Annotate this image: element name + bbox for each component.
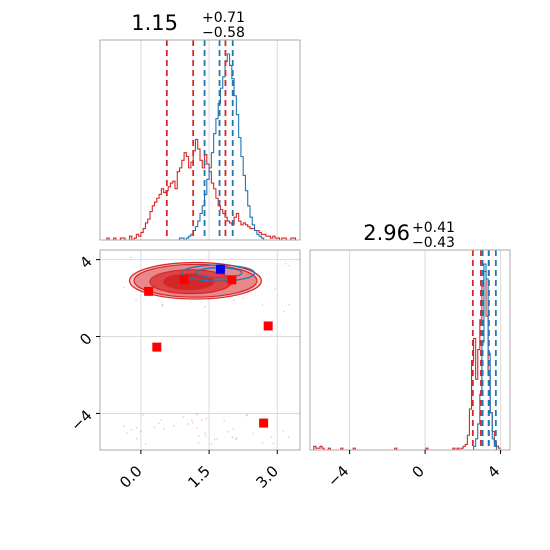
sample-dot	[160, 419, 163, 421]
x-tick-label: −4	[324, 462, 352, 490]
sample-dot	[242, 297, 245, 299]
marker-point	[144, 286, 154, 296]
marginal-1-series	[100, 53, 300, 241]
sample-dot	[162, 427, 165, 430]
sample-dot	[251, 432, 254, 435]
sample-dot	[232, 299, 235, 302]
marginal-histogram-1: 1.15 +0.71 −0.58	[99, 10, 301, 241]
x-tick-label: 3.0	[253, 462, 283, 492]
marginal-2-frame	[309, 249, 511, 451]
joint-scatter-panel: 0.0 1.5 3.0 −4 0 4	[67, 249, 301, 492]
sample-dot	[187, 423, 189, 425]
sample-dot	[210, 442, 213, 445]
sample-dot	[130, 429, 133, 431]
sample-dot	[135, 426, 138, 429]
sample-dot	[130, 256, 132, 259]
sample-dot	[223, 420, 225, 422]
sample-dot	[144, 443, 147, 446]
marker-point	[263, 321, 273, 331]
joint-x-tick-labels: 0.0 1.5 3.0	[116, 450, 282, 492]
sample-dot	[282, 429, 285, 432]
y-tick-label: −4	[67, 406, 95, 434]
marginal-2-x-tick-labels: −4 0 4	[324, 450, 503, 490]
sample-dot	[191, 421, 194, 424]
sample-dot	[284, 263, 287, 265]
sample-dot	[161, 303, 164, 306]
marginal-1-title-upper: +0.71	[202, 10, 245, 26]
sample-dot	[232, 428, 235, 430]
sample-dot	[288, 264, 291, 267]
sample-dot	[182, 416, 184, 418]
marginal-2-grid	[349, 250, 502, 450]
marker-point	[259, 418, 269, 428]
sample-dot	[205, 434, 207, 437]
histogram-series-0	[100, 138, 300, 241]
sample-dot	[272, 442, 275, 445]
sample-dot	[231, 436, 234, 439]
sample-dot	[204, 432, 206, 435]
x-tick-label: 4	[484, 462, 503, 481]
sample-dot	[125, 432, 128, 435]
sample-dot	[270, 436, 273, 438]
histogram-step-line	[100, 138, 300, 241]
joint-contours	[128, 261, 262, 300]
sample-dot	[153, 426, 156, 429]
sample-dot	[197, 441, 200, 444]
marginal-1-frame	[99, 39, 301, 241]
marginal-2-title: 2.96 +0.41 −0.43	[363, 220, 455, 251]
sample-dot	[140, 430, 142, 433]
x-tick-label: 0	[408, 462, 427, 481]
sample-dot	[135, 437, 138, 440]
sample-dot	[142, 414, 144, 416]
marker-point	[179, 275, 189, 285]
marker-point	[152, 342, 162, 352]
sample-dot	[205, 417, 207, 420]
sample-dot	[283, 310, 285, 313]
sample-dot	[191, 419, 193, 421]
sample-dot	[213, 438, 216, 441]
marginal-1-title-lower: −0.58	[202, 25, 245, 41]
sample-dot	[195, 413, 198, 416]
marginal-1-grid	[140, 40, 278, 240]
y-tick-label: 4	[76, 253, 95, 272]
marginal-1-title-value: 1.15	[131, 11, 178, 35]
sample-dot	[135, 298, 137, 301]
histogram-step-line	[100, 53, 300, 241]
sample-dot	[195, 426, 198, 429]
sample-dot	[226, 431, 229, 433]
sample-dot	[123, 425, 125, 428]
sample-dot	[161, 305, 164, 307]
histogram-series-1	[100, 53, 300, 241]
sample-dot	[197, 435, 200, 437]
x-tick-label: 0.0	[116, 462, 146, 492]
joint-y-tick-labels: −4 0 4	[67, 253, 100, 435]
sample-dot	[246, 414, 248, 417]
marginal-2-quantile-lines	[471, 250, 497, 450]
marginal-2-title-upper: +0.41	[412, 220, 455, 236]
sample-dot	[200, 419, 203, 421]
sample-dot	[287, 436, 290, 438]
marker-point	[227, 275, 237, 285]
sample-dot	[173, 424, 175, 427]
sample-dot	[123, 286, 125, 289]
marginal-2-title-lower: −0.43	[412, 235, 455, 251]
sample-dot	[216, 438, 218, 440]
joint-marker-points	[144, 264, 273, 428]
marker-point	[215, 264, 225, 274]
marginal-histogram-2: 2.96 +0.41 −0.43 −4 0 4	[309, 220, 511, 490]
sample-dot	[235, 437, 238, 439]
marginal-1-title: 1.15 +0.71 −0.58	[131, 10, 245, 41]
marginal-1-quantile-lines	[165, 40, 234, 240]
y-tick-label: 0	[76, 329, 95, 348]
sample-dot	[274, 288, 276, 290]
sample-dot	[288, 303, 291, 306]
joint-frame	[99, 249, 301, 451]
sample-dot	[158, 422, 160, 424]
sample-dot	[261, 304, 264, 306]
sample-dot	[204, 305, 207, 308]
sample-dot	[261, 442, 264, 444]
marginal-2-title-value: 2.96	[363, 221, 410, 245]
x-tick-label: 1.5	[184, 462, 214, 492]
